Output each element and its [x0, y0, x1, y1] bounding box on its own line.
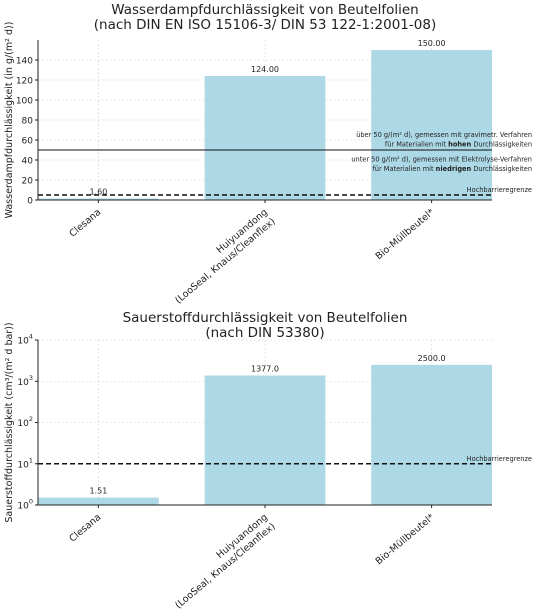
chart-water-vapor: Wasserdampfdurchlässigkeit von Beutelfol… [4, 2, 532, 306]
y-tick-base: 10 [17, 502, 29, 512]
annotation-segment: unter 50 g/(m² d), gemessen mit Elektrol… [351, 156, 532, 164]
y-tick-label: 104 [17, 333, 33, 347]
method-annotation-line: unter 50 g/(m² d), gemessen mit Elektrol… [351, 156, 532, 164]
y-tick-label: 120 [16, 77, 33, 87]
y-tick-base: 10 [17, 378, 29, 388]
chart-title-line: Wasserdampfdurchlässigkeit von Beutelfol… [111, 2, 418, 18]
annotation-segment: für Materialien mit [385, 140, 448, 148]
x-tick-label-line: Clesana [67, 207, 103, 240]
threshold-label: Hochbarrieregrenze [467, 455, 532, 463]
bar-value-label: 2500.0 [418, 354, 446, 363]
x-tick-label-line: Clesana [67, 512, 103, 545]
y-tick-exponent: 3 [29, 374, 33, 382]
method-annotation-line: für Materialien mit niedrigen Durchlässi… [372, 165, 532, 173]
bar-value-label: 124.00 [251, 65, 279, 74]
x-tick-label-line: (LooSeal, Knaus/Cleanflex) [173, 521, 277, 609]
bar-value-label: 1.60 [89, 187, 107, 196]
bar-value-label: 1377.0 [251, 365, 279, 374]
y-tick-label: 20 [22, 177, 34, 187]
bar [371, 364, 492, 505]
bar [204, 375, 326, 505]
y-tick-label: 0 [27, 197, 33, 207]
y-tick-label: 103 [17, 374, 33, 388]
y-tick-label: 80 [22, 117, 34, 127]
y-tick-label: 100 [17, 498, 33, 512]
annotation-segment: niedrigen [436, 165, 472, 173]
chart-title-line: (nach DIN EN ISO 15106-3/ DIN 53 122-1:2… [94, 17, 436, 33]
y-axis-label: Sauerstoffdurchlässigkeit (cm³/(m² d bar… [4, 322, 15, 522]
y-tick-label: 60 [22, 137, 34, 147]
y-tick-label: 100 [16, 97, 33, 107]
annotation-segment: hohen [448, 140, 471, 148]
threshold-label: Hochbarrieregrenze [467, 186, 532, 194]
chart-title-line: Sauerstoffdurchlässigkeit von Beutelfoli… [123, 310, 408, 326]
bar-value-label: 1.51 [89, 487, 107, 496]
x-tick-label-line: Bio-Müllbeutel* [374, 512, 437, 567]
y-tick-label: 102 [17, 415, 33, 429]
y-tick-label: 101 [17, 456, 33, 470]
y-tick-base: 10 [17, 337, 29, 347]
bar [371, 50, 492, 200]
method-annotation-line: über 50 g/(m² d), gemessen mit gravimetr… [356, 131, 532, 139]
y-tick-base: 10 [17, 460, 29, 470]
y-tick-exponent: 4 [29, 333, 33, 341]
y-tick-label: 40 [22, 157, 34, 167]
x-tick-label: Clesana [67, 512, 103, 545]
x-tick-label: Huiyuandong(LooSeal, Knaus/Cleanflex) [166, 512, 278, 609]
chart-oxygen: Sauerstoffdurchlässigkeit von Beutelfoli… [4, 310, 532, 609]
bar-value-label: 150.00 [418, 39, 446, 48]
bar [38, 198, 159, 200]
bar [38, 497, 159, 505]
y-tick-base: 10 [17, 419, 29, 429]
chart-title-line: (nach DIN 53380) [205, 325, 324, 341]
y-axis-label: Wasserdampfdurchlässigkeit (in g/(m² d)) [4, 22, 15, 219]
annotation-segment: Durchlässigkeiten [471, 165, 532, 173]
x-tick-label: Huiyuandong(LooSeal, Knaus/Cleanflex) [166, 207, 278, 306]
x-tick-label: Bio-Müllbeutel* [374, 512, 437, 567]
x-tick-label-line: (LooSeal, Knaus/Cleanflex) [173, 216, 277, 306]
y-tick-label: 140 [16, 57, 33, 67]
y-tick-exponent: 1 [29, 456, 33, 464]
y-tick-exponent: 2 [29, 415, 33, 423]
y-tick-exponent: 0 [29, 498, 33, 506]
method-annotation-line: für Materialien mit hohen Durchlässigkei… [385, 140, 532, 148]
x-tick-label-line: Bio-Müllbeutel* [374, 207, 437, 262]
bar [204, 76, 326, 200]
annotation-segment: Durchlässigkeiten [471, 140, 532, 148]
annotation-segment: über 50 g/(m² d), gemessen mit gravimetr… [356, 131, 532, 139]
x-tick-label: Clesana [67, 207, 103, 240]
x-tick-label: Bio-Müllbeutel* [374, 207, 437, 262]
annotation-segment: für Materialien mit [372, 165, 435, 173]
